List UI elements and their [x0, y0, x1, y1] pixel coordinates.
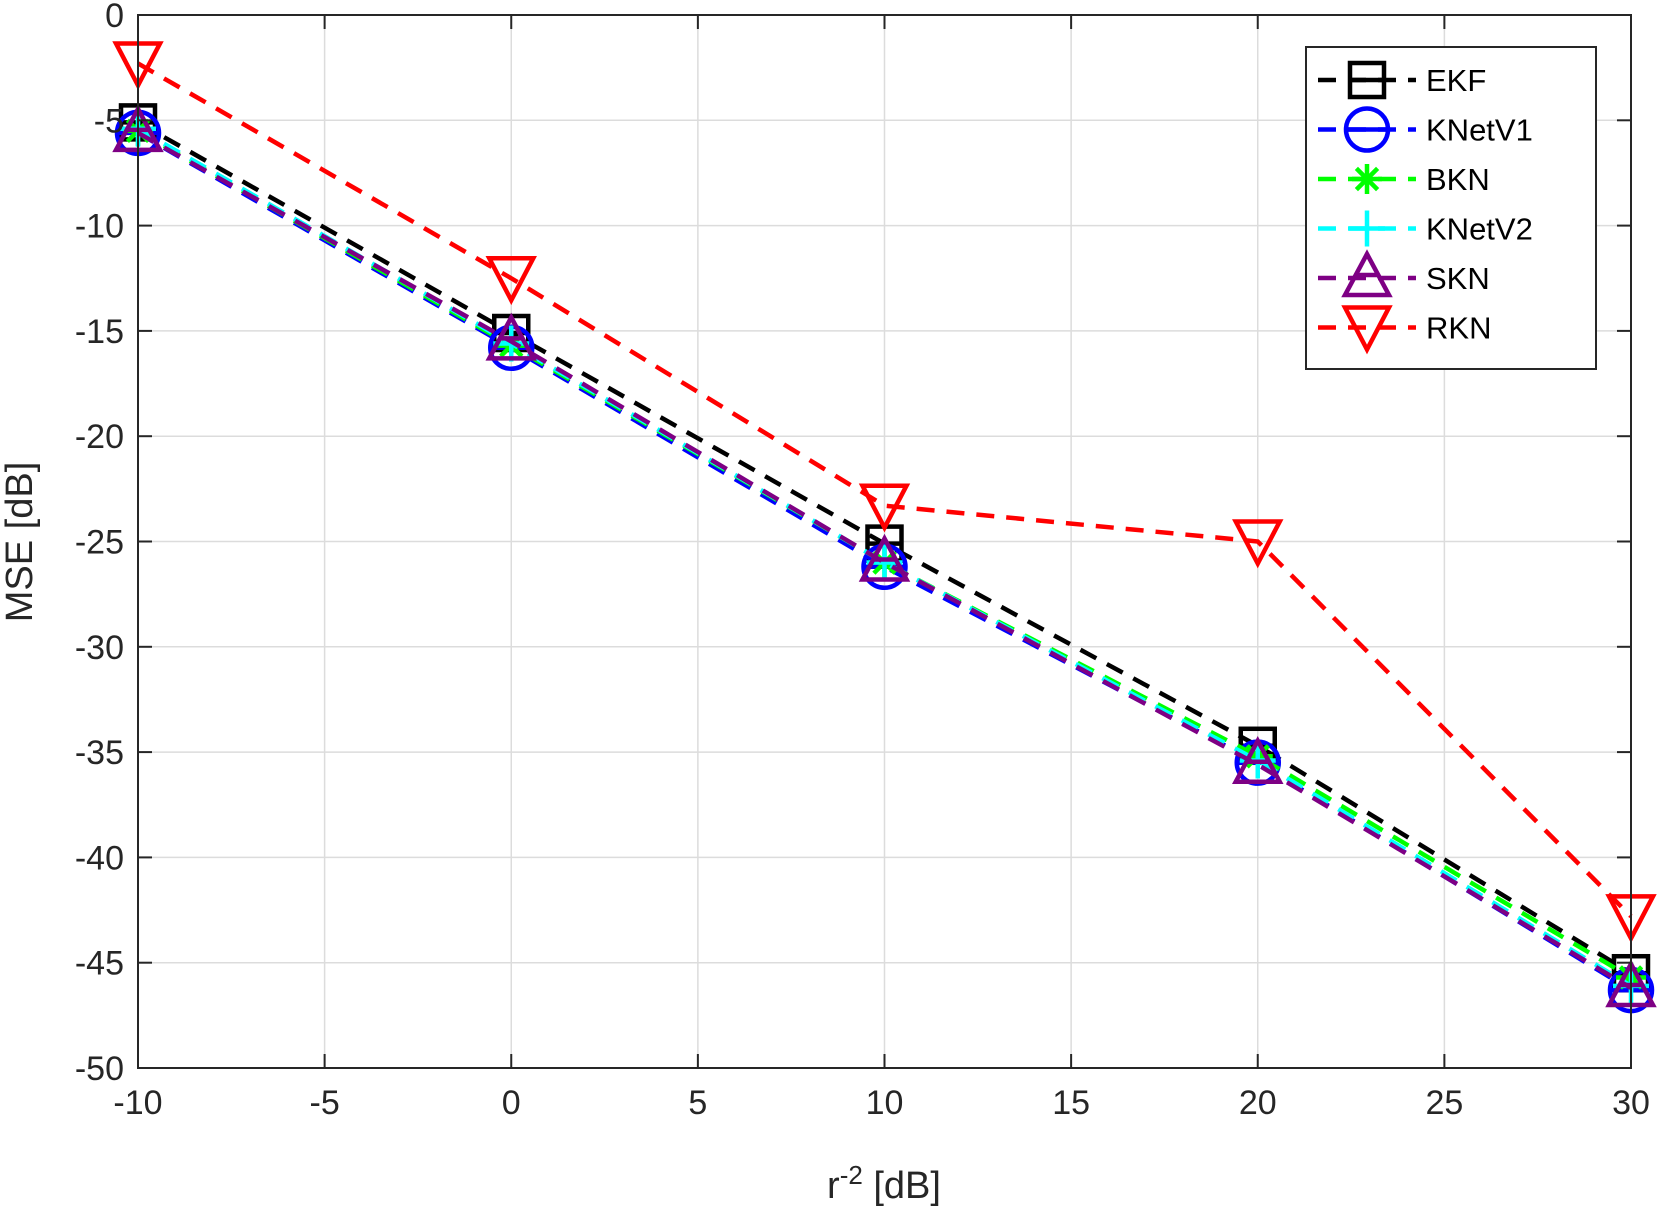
legend-entry-bkn: BKN — [1318, 162, 1490, 197]
data-point-skn — [485, 312, 538, 361]
x-tick-label: 30 — [1612, 1084, 1650, 1122]
legend-marker-knetv2 — [1349, 210, 1385, 247]
legend-marker-rkn — [1341, 305, 1393, 355]
series-line-skn — [136, 130, 1633, 990]
x-tick-label: 15 — [1052, 1084, 1090, 1122]
y-tick-label: -15 — [75, 313, 124, 351]
y-tick-label: 0 — [105, 0, 124, 35]
y-tick-label: -40 — [75, 839, 124, 877]
axis-ticks: -10 -5 0 5 10 15 20 25 300-5-10-15-20-25-30-35-4… — [75, 0, 1650, 1122]
x-axis-label: r-2 [dB] — [827, 1160, 941, 1207]
legend-label-ekf: EKF — [1426, 63, 1486, 98]
data-point-rkn — [1232, 519, 1284, 569]
data-point-rkn — [485, 256, 537, 306]
legend-entry-ekf: EKF — [1318, 60, 1486, 100]
series-line-knetv1 — [136, 130, 1633, 992]
data-point-rkn — [858, 483, 911, 533]
y-axis-label: MSE [dB] — [0, 462, 41, 623]
y-tick-label: -50 — [75, 1050, 124, 1088]
y-tick-label: -5 — [94, 102, 124, 140]
x-tick-label: 5 — [688, 1084, 707, 1122]
x-tick-label: 25 — [1425, 1084, 1463, 1122]
y-tick-label: -35 — [75, 734, 124, 772]
legend: EKF KNetV1 BKN KNetV2 SKN RKN — [1305, 46, 1597, 370]
legend-entry-knetv2: KNetV2 — [1318, 210, 1533, 247]
legend-label-knetv1: KNetV1 — [1426, 113, 1533, 148]
x-tick-label: -5 — [310, 1084, 340, 1122]
data-point-skn — [1231, 735, 1284, 784]
y-tick-label: -10 — [75, 208, 124, 246]
data-point-skn — [858, 533, 911, 582]
x-tick-label: 10 — [866, 1084, 904, 1122]
legend-entry-rkn: RKN — [1318, 305, 1491, 355]
x-tick-label: 20 — [1239, 1084, 1277, 1122]
legend-marker-bkn — [1352, 164, 1382, 194]
legend-label-bkn: BKN — [1426, 162, 1490, 197]
legend-marker-ekf — [1347, 60, 1387, 100]
legend-label-rkn: RKN — [1426, 311, 1491, 346]
x-tick-label: -10 — [113, 1084, 162, 1122]
legend-label-knetv2: KNetV2 — [1426, 212, 1533, 247]
y-tick-label: -25 — [75, 524, 124, 562]
y-tick-label: -20 — [75, 418, 124, 456]
x-tick-label: 0 — [502, 1084, 521, 1122]
y-tick-label: -30 — [75, 629, 124, 667]
legend-entry-knetv1: KNetV1 — [1318, 106, 1533, 153]
legend-marker-knetv1 — [1343, 106, 1391, 153]
legend-label-skn: SKN — [1426, 261, 1490, 296]
legend-box — [1305, 46, 1597, 370]
series-line-rkn — [136, 61, 1633, 918]
legend-entry-skn: SKN — [1318, 249, 1490, 298]
y-tick-label: -45 — [75, 945, 124, 983]
x-axis-label-superscript: -2 — [840, 1160, 863, 1190]
legend-marker-skn — [1341, 249, 1393, 298]
